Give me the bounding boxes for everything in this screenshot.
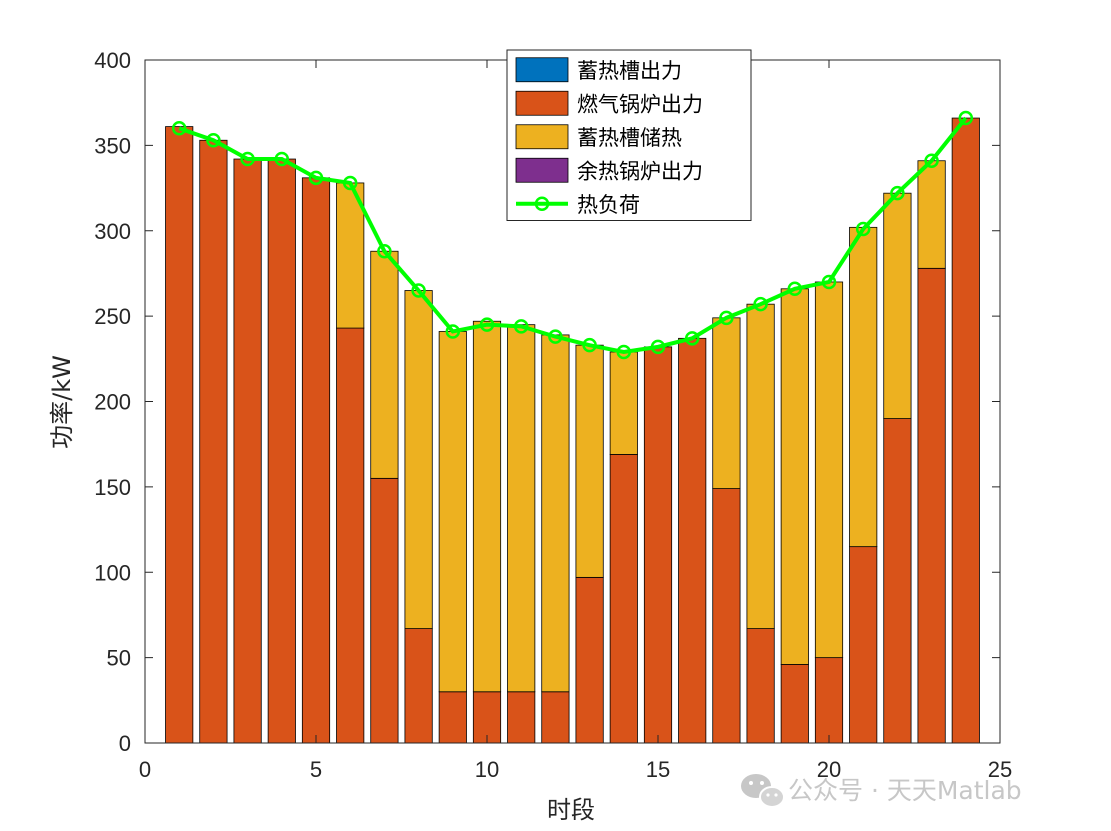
bar-segment-3-23 xyxy=(917,160,946,269)
bar-segment-2-23 xyxy=(917,267,946,744)
line-point-14 xyxy=(616,344,632,360)
bar-segment-3-12 xyxy=(541,334,570,693)
bar-segment-2-24 xyxy=(951,117,980,744)
line-point-11 xyxy=(513,319,529,334)
bar-segment-2-12 xyxy=(541,691,570,744)
bar-segment-2-21 xyxy=(849,546,878,744)
bar-segment-2-6 xyxy=(336,327,365,744)
bars-layer xyxy=(165,117,980,744)
x-tick-label-5: 5 xyxy=(310,757,322,782)
line-point-24 xyxy=(958,110,974,126)
legend-marker xyxy=(534,196,550,211)
line-point-19 xyxy=(787,281,803,297)
bar-segment-2-8 xyxy=(404,628,433,744)
legend-label-1: 蓄热槽出力 xyxy=(577,59,682,83)
bar-segment-2-19 xyxy=(780,664,809,744)
y-tick-label-300: 300 xyxy=(94,219,131,244)
legend-label-3: 蓄热槽储热 xyxy=(577,126,682,150)
line-point-7 xyxy=(377,243,392,259)
line-point-22 xyxy=(890,185,905,201)
bar-segment-3-11 xyxy=(507,324,536,693)
bar-segment-3-20 xyxy=(814,281,844,659)
x-tick-label-10: 10 xyxy=(475,757,499,782)
x-tick-label-0: 0 xyxy=(139,757,151,782)
bar-segment-2-7 xyxy=(370,477,399,744)
bar-segment-3-9 xyxy=(438,331,467,693)
line-point-1 xyxy=(171,121,187,136)
legend-swatch-2 xyxy=(515,90,569,116)
line-point-20 xyxy=(821,274,837,290)
line-point-15 xyxy=(650,339,666,355)
bar-segment-2-20 xyxy=(814,657,844,744)
line-point-18 xyxy=(753,296,768,312)
bar-segment-2-3 xyxy=(233,158,262,744)
line-point-6 xyxy=(342,175,358,191)
bar-segment-2-17 xyxy=(712,488,741,744)
x-tick-label-15: 15 xyxy=(646,757,670,782)
line-layer xyxy=(171,110,974,360)
line-point-12 xyxy=(548,329,563,344)
bar-segment-3-18 xyxy=(746,303,775,629)
line-point-8 xyxy=(411,283,426,298)
bar-segment-2-14 xyxy=(609,454,638,744)
x-tick-label-25: 25 xyxy=(988,757,1012,782)
bar-segment-3-17 xyxy=(712,317,741,489)
bar-segment-3-13 xyxy=(575,344,604,578)
line-point-17 xyxy=(719,310,734,326)
y-tick-label-150: 150 xyxy=(94,475,131,500)
line-point-21 xyxy=(855,221,871,237)
line-point-9 xyxy=(445,324,461,339)
y-tick-label-250: 250 xyxy=(94,304,131,329)
line-point-3 xyxy=(240,151,255,167)
labels-layer: 时段 功率/kW xyxy=(48,355,595,824)
bar-segment-3-10 xyxy=(472,320,502,693)
bar-segment-2-11 xyxy=(507,691,536,744)
legend-label-4: 余热锅炉出力 xyxy=(577,159,703,183)
bar-segment-2-13 xyxy=(575,576,604,744)
line-point-10 xyxy=(479,317,495,332)
y-axis-title: 功率/kW xyxy=(48,355,76,449)
bar-segment-2-22 xyxy=(883,418,912,744)
bar-segment-2-5 xyxy=(301,177,331,744)
x-axis-title: 时段 xyxy=(547,796,595,824)
wechat-icon xyxy=(741,774,785,808)
legend-swatch-4 xyxy=(515,157,569,183)
line-point-16 xyxy=(684,331,700,346)
bar-segment-3-14 xyxy=(609,351,638,455)
x-tick-label-20: 20 xyxy=(817,757,841,782)
watermark: 公众号 · 天天Matlab xyxy=(741,774,1022,808)
bar-segment-3-6 xyxy=(336,182,365,329)
y-tick-label-400: 400 xyxy=(94,48,131,73)
bar-segment-3-8 xyxy=(404,290,433,629)
line-point-23 xyxy=(924,153,939,168)
y-tick-label-200: 200 xyxy=(94,390,131,415)
bar-segment-3-21 xyxy=(849,226,878,548)
bar-segment-2-16 xyxy=(678,337,707,744)
bar-segment-3-7 xyxy=(370,250,399,479)
y-tick-label-50: 50 xyxy=(107,646,131,671)
line-point-5 xyxy=(308,170,324,186)
watermark-text: 公众号 · 天天Matlab xyxy=(788,776,1022,805)
line-point-13 xyxy=(582,337,597,353)
bar-segment-3-19 xyxy=(780,288,809,665)
legend-label-5: 热负荷 xyxy=(577,193,640,217)
bar-segment-2-1 xyxy=(165,126,194,744)
bar-segment-3-22 xyxy=(883,192,912,419)
bar-segment-2-2 xyxy=(199,139,228,744)
y-tick-label-0: 0 xyxy=(119,731,131,756)
bar-segment-2-4 xyxy=(267,158,296,744)
legend-swatch-1 xyxy=(515,57,569,83)
legend-swatch-3 xyxy=(515,124,569,150)
legend-label-2: 燃气锅炉出力 xyxy=(577,92,703,116)
line-point-2 xyxy=(206,133,221,148)
bar-segment-2-15 xyxy=(643,346,673,744)
bar-segment-2-9 xyxy=(438,691,467,744)
bar-segment-2-18 xyxy=(746,628,775,744)
line-point-4 xyxy=(274,151,290,167)
y-tick-label-350: 350 xyxy=(94,133,131,158)
y-tick-label-100: 100 xyxy=(94,560,131,585)
